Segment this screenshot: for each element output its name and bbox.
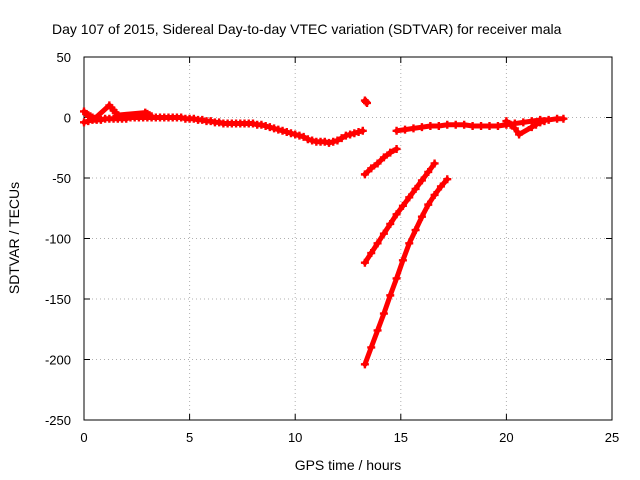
data-trace xyxy=(387,146,400,156)
y-tick-label: 0 xyxy=(64,111,71,126)
x-tick-label: 15 xyxy=(394,430,408,445)
data-trace xyxy=(368,327,381,350)
grid xyxy=(84,57,612,420)
x-tick-label: 20 xyxy=(499,430,513,445)
data-points xyxy=(80,96,568,369)
data-trace xyxy=(387,275,400,298)
data-trace xyxy=(356,128,366,135)
x-tick-label: 10 xyxy=(288,430,302,445)
y-tick-label: -150 xyxy=(45,292,71,307)
x-tick-label: 25 xyxy=(605,430,619,445)
data-trace xyxy=(438,176,450,189)
data-trace xyxy=(425,160,438,175)
series-1 xyxy=(80,101,367,147)
x-axis-label: GPS time / hours xyxy=(295,457,402,473)
data-trace xyxy=(394,257,406,281)
y-tick-label: -50 xyxy=(52,171,71,186)
chart-title: Day 107 of 2015, Sidereal Day-to-day VTE… xyxy=(52,21,562,37)
axis-ticks: 0 5 10 15 20 25 -250 -200 -150 -100 -50 0 50 xyxy=(45,50,619,445)
y-tick-label: 50 xyxy=(57,50,71,65)
data-trace xyxy=(362,344,374,367)
data-trace xyxy=(537,118,547,125)
data-trace xyxy=(381,292,393,317)
series-4 xyxy=(392,114,568,139)
y-tick-label: -200 xyxy=(45,353,71,368)
data-trace xyxy=(375,311,387,333)
x-tick-label: 5 xyxy=(186,430,193,445)
series-3 xyxy=(360,144,401,179)
data-trace xyxy=(146,112,155,119)
y-axis-label: SDTVAR / TECUs xyxy=(6,182,22,294)
data-trace xyxy=(400,240,412,263)
series-6 xyxy=(360,175,452,369)
y-tick-label: -250 xyxy=(45,413,71,428)
series-5 xyxy=(360,159,439,267)
data-trace xyxy=(115,110,148,118)
data-trace xyxy=(92,102,112,122)
data-trace xyxy=(363,99,370,106)
x-tick-label: 0 xyxy=(80,430,87,445)
series-2 xyxy=(360,96,372,107)
y-tick-label: -100 xyxy=(45,232,71,247)
